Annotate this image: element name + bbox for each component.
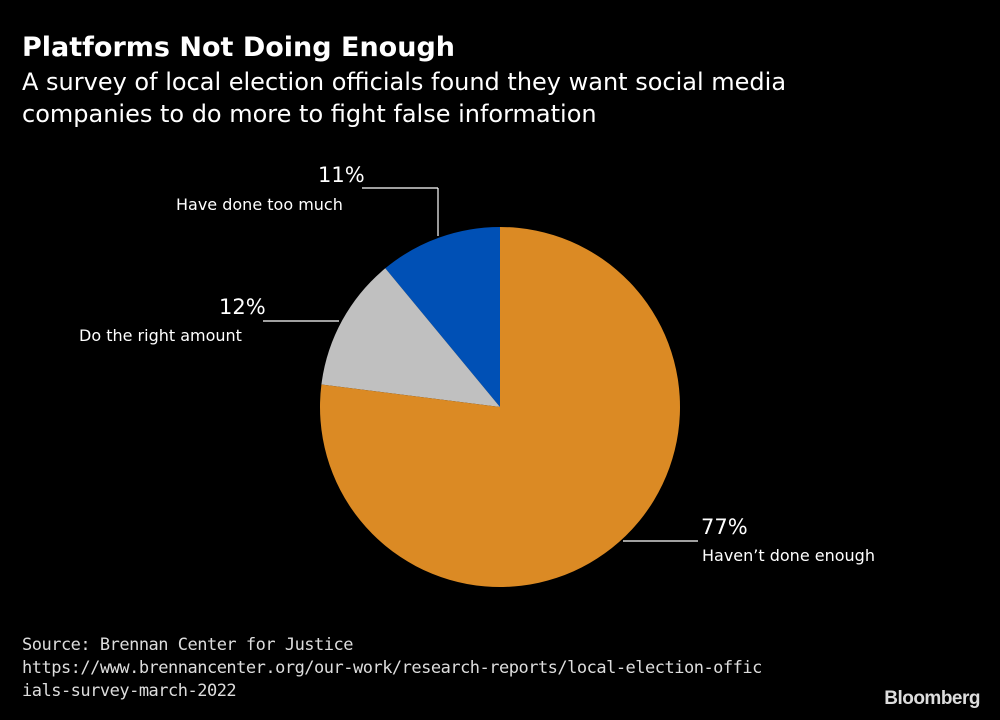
source-note: Source: Brennan Center for Justice https…	[22, 634, 762, 703]
slice-label-right-amount: Do the right amount	[79, 326, 242, 345]
pie-slice-do-the-right-amount	[321, 268, 500, 407]
pie-slice-haven-t-done-enough	[319, 227, 680, 587]
pie-slice-have-done-too-much	[385, 227, 500, 407]
slice-label-not-enough: Haven’t done enough	[702, 546, 875, 565]
slice-label-too-much: Have done too much	[176, 195, 343, 214]
bloomberg-logo: Bloomberg	[884, 688, 980, 709]
chart-subtitle: A survey of local election officials fou…	[22, 68, 787, 128]
slice-value-too-much: 11%	[318, 163, 365, 187]
slice-value-right-amount: 12%	[219, 295, 266, 319]
chart-title: Platforms Not Doing Enough	[22, 32, 455, 63]
source-text: Source: Brennan Center for Justice	[22, 635, 354, 655]
slice-value-not-enough: 77%	[701, 515, 748, 539]
source-url[interactable]: https://www.brennancenter.org/our-work/r…	[22, 658, 762, 701]
